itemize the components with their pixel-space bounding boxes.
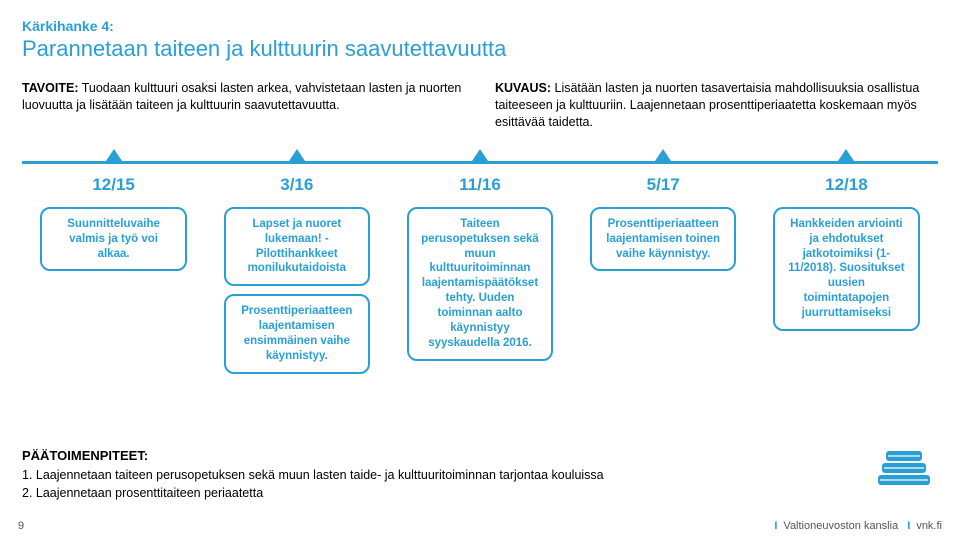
header-label: Kärkihanke 4: <box>22 18 938 34</box>
timeline-box: Taiteen perusopetuksen sekä muun kulttuu… <box>407 207 554 361</box>
bottom-bar: 9 IValtioneuvoston kanslia Ivnk.fi <box>0 514 960 538</box>
timeline-box-group: Suunnitteluvaihe valmis ja työ voi alkaa… <box>40 207 187 272</box>
desc-body: Lisätään lasten ja nuorten tasavertaisia… <box>495 81 919 129</box>
timeline-box: Suunnitteluvaihe valmis ja työ voi alkaa… <box>40 207 187 272</box>
timeline-box-group: Prosenttiperiaatteen laajentamisen toine… <box>590 207 737 272</box>
timeline: 12/15 3/16 11/16 5/17 12/18 Suunnitteluvaihe… <box>22 141 938 407</box>
timeline-box-group: Hankkeiden arviointi ja ehdotukset jatko… <box>773 207 920 332</box>
timeline-date: 12/18 <box>825 175 868 195</box>
timeline-dates: 12/15 3/16 11/16 5/17 12/18 <box>22 175 938 197</box>
page-number: 9 <box>18 520 24 532</box>
timeline-bar <box>22 141 938 167</box>
timeline-marker <box>106 149 122 161</box>
timeline-box-group: Taiteen perusopetuksen sekä muun kulttuu… <box>407 207 554 361</box>
timeline-date: 3/16 <box>280 175 313 195</box>
timeline-date: 11/16 <box>459 175 501 195</box>
footer-title: PÄÄTOIMENPITEET: <box>22 448 938 463</box>
timeline-boxes: Suunnitteluvaihe valmis ja työ voi alkaa… <box>22 207 938 407</box>
description-column: KUVAUS: Lisätään lasten ja nuorten tasav… <box>495 80 938 131</box>
timeline-box-group: Lapset ja nuoret lukemaan! - Pilottihank… <box>224 207 371 375</box>
intro-columns: TAVOITE: Tuodaan kulttuuri osaksi lasten… <box>22 80 938 131</box>
footer-line-1: 1. Laajennetaan taiteen perusopetuksen s… <box>22 467 938 485</box>
desc-lead: KUVAUS: <box>495 81 551 95</box>
timeline-box: Hankkeiden arviointi ja ehdotukset jatko… <box>773 207 920 332</box>
org-name: Valtioneuvoston kanslia <box>783 520 898 532</box>
site-name: vnk.fi <box>916 520 942 532</box>
page-title: Parannetaan taiteen ja kulttuurin saavut… <box>22 36 938 62</box>
timeline-marker <box>472 149 488 161</box>
timeline-date: 12/15 <box>92 175 135 195</box>
timeline-box: Lapset ja nuoret lukemaan! - Pilottihank… <box>224 207 371 287</box>
goal-lead: TAVOITE: <box>22 81 78 95</box>
footer-actions: PÄÄTOIMENPITEET: 1. Laajennetaan taiteen… <box>22 448 938 502</box>
timeline-marker <box>655 149 671 161</box>
footer-line-2: 2. Laajennetaan prosenttitaiteen periaat… <box>22 485 938 503</box>
bottom-right: IValtioneuvoston kanslia Ivnk.fi <box>768 520 942 532</box>
books-icon <box>876 445 932 494</box>
timeline-marker <box>838 149 854 161</box>
goal-body: Tuodaan kulttuuri osaksi lasten arkea, v… <box>22 81 461 112</box>
timeline-line <box>22 161 938 164</box>
timeline-marker <box>289 149 305 161</box>
timeline-box: Prosenttiperiaatteen laajentamisen toine… <box>590 207 737 272</box>
timeline-box: Prosentti­periaatteen laajentamisen ensi… <box>224 294 371 374</box>
timeline-date: 5/17 <box>647 175 680 195</box>
goal-column: TAVOITE: Tuodaan kulttuuri osaksi lasten… <box>22 80 465 131</box>
